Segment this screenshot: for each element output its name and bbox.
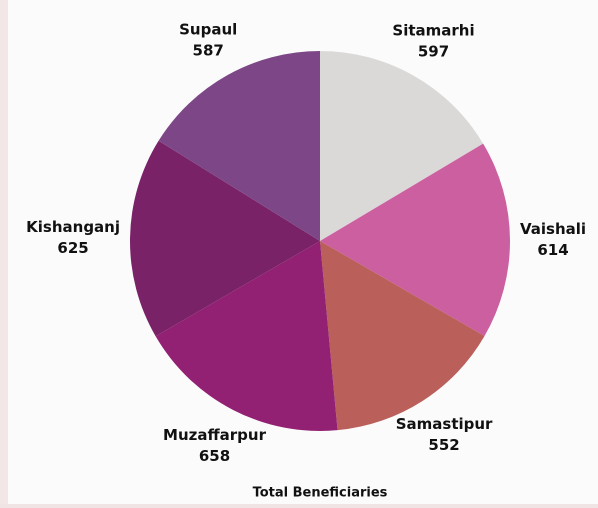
pie-slice <box>130 140 320 337</box>
pie-slice <box>320 51 484 241</box>
pie-slice <box>320 241 485 431</box>
slice-label: Muzaffarpur <box>163 426 267 444</box>
slice-value: 614 <box>537 241 568 259</box>
slice-label: Supaul <box>179 20 237 38</box>
pie-slice <box>155 241 338 431</box>
slice-label: Vaishali <box>520 220 586 238</box>
pie-slice <box>158 51 320 241</box>
slice-label: Kishanganj <box>26 218 120 236</box>
slice-label: Sitamarhi <box>392 21 474 39</box>
slice-value: 658 <box>199 447 230 465</box>
slice-value: 597 <box>418 42 449 60</box>
pie-slice <box>320 143 511 336</box>
slice-value: 552 <box>428 436 459 454</box>
chart-title: Total Beneficiaries <box>253 486 388 501</box>
slice-value: 625 <box>57 239 88 257</box>
slice-value: 587 <box>193 41 224 59</box>
slice-label: Samastipur <box>396 415 493 433</box>
